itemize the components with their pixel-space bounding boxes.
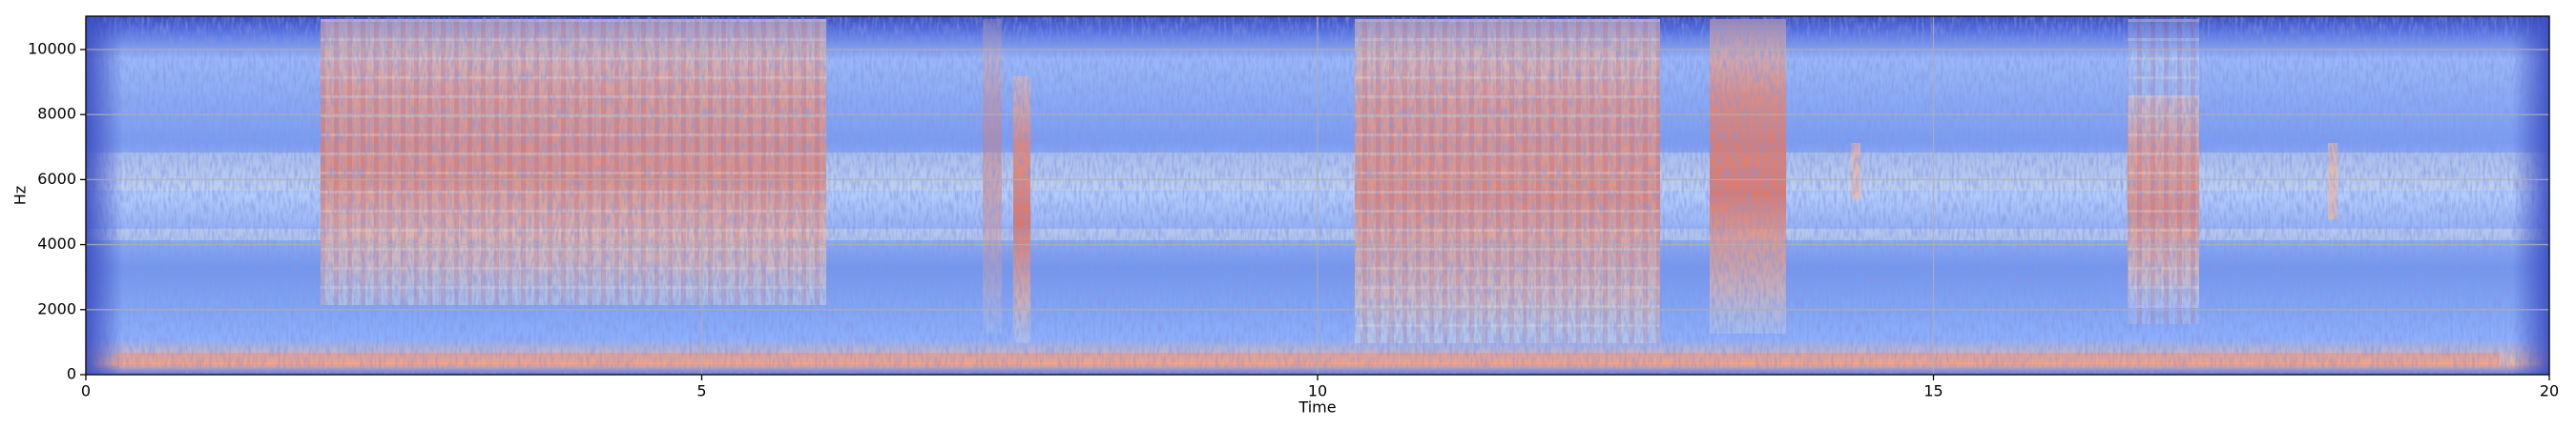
y-tick-label: 10000 <box>28 39 76 57</box>
spectrogram-image <box>86 16 2549 375</box>
y-tick-label: 4000 <box>37 235 76 253</box>
x-tick-label: 10 <box>1308 382 1327 400</box>
x-tick-label: 0 <box>81 382 91 400</box>
x-tick-label: 20 <box>2540 382 2559 400</box>
x-tick-label: 15 <box>1923 382 1942 400</box>
x-axis-label: Time <box>1298 398 1336 417</box>
y-tick-label: 0 <box>67 365 76 383</box>
plot-frame <box>85 15 2550 376</box>
y-axis-label: Hz <box>11 186 30 205</box>
y-tick-label: 2000 <box>37 299 76 317</box>
x-tick-label: 5 <box>696 382 706 400</box>
y-tick-label: 8000 <box>37 105 76 123</box>
y-tick-label: 6000 <box>37 170 76 188</box>
